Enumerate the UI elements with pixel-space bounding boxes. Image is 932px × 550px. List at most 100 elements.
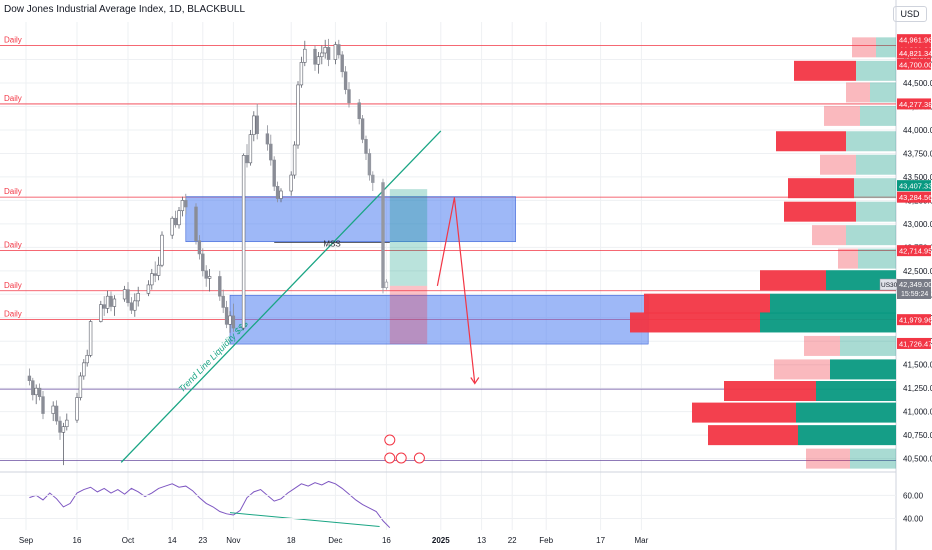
candle-body [78,375,83,398]
candle-body [180,200,185,212]
candle-body [296,84,300,146]
price-axis: 40,500.00 40,750.00 41,000.00 41,250.00 41,5… [879,34,932,464]
volume-profile-down [630,312,760,333]
symbol-badge-label: US30 [881,282,898,289]
candle-body [177,210,181,226]
candle-body [303,48,307,63]
price-level-badge [897,98,931,110]
candle-body [347,89,351,104]
position-target-zone [389,189,428,286]
candle-body [34,387,38,396]
price-level-badge-label: 44,277.38 [899,100,932,109]
candle-body [58,420,62,433]
candle-body [194,206,198,242]
volume-profile-up [850,448,896,469]
candle-body [343,71,348,90]
candle-body [109,295,113,307]
volume-profile [630,37,896,469]
candle-body [313,48,317,65]
zones [185,196,649,345]
price-level-badge-label: 43,284.56 [899,193,932,202]
candle-body [122,289,127,300]
oscillator-tick-label: 60.00 [903,491,924,500]
volume-profile-down [820,154,856,175]
time-tick-label: 16 [382,536,391,545]
candle-body [105,295,110,309]
current-price-label: 42,349.00 [899,280,932,289]
candle-body [207,276,212,279]
price-level-badge [897,337,931,349]
candle-body [320,52,324,58]
volume-profile-down [838,248,858,269]
volume-profile-up [856,154,896,175]
candle-body [201,253,205,272]
oscillator-line [29,480,391,529]
projection-arrowhead [470,377,480,385]
time-tick-label: 13 [477,536,486,545]
daily-level-label: Daily [4,35,22,44]
candle-body [337,44,341,56]
candle-body [360,118,365,140]
mss-label: MSS [323,240,340,249]
candle-body [228,315,232,325]
candle-body [156,264,161,276]
candle-body [255,115,259,135]
price-tick-label: 44,500.00 [903,79,932,88]
volume-profile-up [870,82,896,103]
price-tick-label: 41,250.00 [903,384,932,393]
trendline [120,130,442,463]
candle-body [133,300,137,311]
volume-profile-down [776,131,846,152]
volume-profile-up [770,293,896,314]
time-tick-label: Feb [539,536,553,545]
volume-profile-up [860,105,896,126]
candle-body [150,273,154,286]
price-tick-label: 40,750.00 [903,431,932,440]
us-flag-icon [384,452,396,464]
candle-body [102,304,106,309]
candle-body [160,234,164,266]
candle-body [279,190,283,199]
candle-body [326,47,331,60]
candle-body [231,315,236,329]
time-tick-label: 23 [198,536,207,545]
oscillator-pane: 60.00 40.00 [0,480,924,529]
currency-label[interactable]: USD [893,6,927,22]
candle-body [54,405,59,422]
price-level-badge-label: 41,979.96 [899,316,932,325]
candle-body [204,270,208,279]
zone-lower [229,294,649,345]
candle-body [41,396,45,414]
volume-profile-up [876,37,896,58]
volume-profile-up [816,381,896,402]
price-tick-label: 43,000.00 [903,220,932,229]
candle-body [31,380,35,396]
candle-body [85,355,89,364]
candle-body [340,54,344,73]
chart-title: Dow Jones Industrial Average Index, 1D, … [4,4,246,15]
volume-profile-up [826,270,896,291]
candle-body [316,56,321,65]
event-markers [384,434,425,464]
time-tick-label: Dec [328,536,342,545]
volume-profile-down [788,178,854,199]
volume-profile-up [846,131,896,152]
volume-profile-up [846,225,896,246]
daily-level-label: Daily [4,94,22,103]
price-tick-label: 43,750.00 [903,149,932,158]
price-tick-label: 41,500.00 [903,361,932,370]
volume-profile-down [824,105,860,126]
volume-profile-up [856,60,896,81]
candle-body [245,155,249,164]
volume-profile-down [804,335,840,356]
candle-body [299,62,304,86]
candle-body [289,174,293,192]
time-tick-label: Sep [19,536,34,545]
candle-body [170,217,174,236]
volume-profile-up [796,402,896,423]
candle-body [248,134,253,164]
volume-profile-up [840,335,896,356]
candle-body [146,284,151,294]
candle-body [265,133,270,145]
